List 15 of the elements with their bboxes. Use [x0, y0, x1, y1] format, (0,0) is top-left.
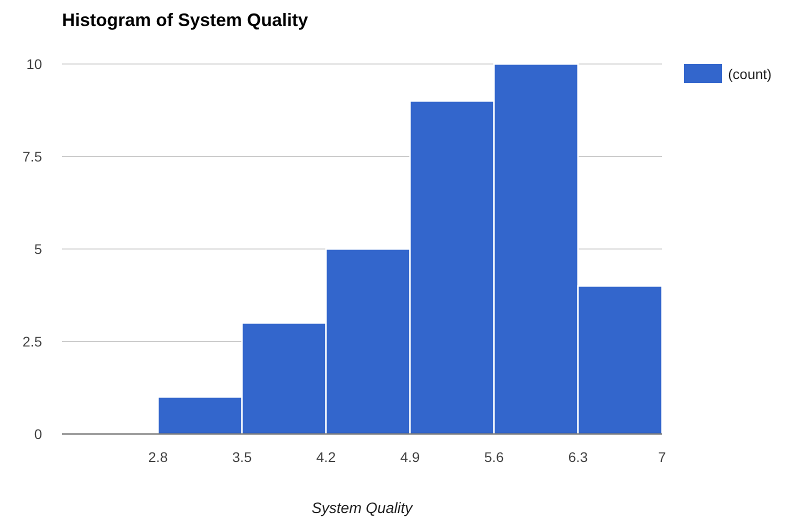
- y-tick-label: 10: [26, 56, 42, 72]
- x-tick-label: 7: [658, 449, 666, 465]
- x-tick-label: 3.5: [232, 449, 252, 465]
- y-tick-label: 0: [34, 426, 42, 442]
- y-tick-label: 5: [34, 240, 42, 257]
- chart-title: Histogram of System Quality: [62, 10, 308, 30]
- x-tick-label: 4.9: [400, 449, 420, 465]
- y-tick-label: 2.5: [22, 333, 42, 350]
- x-tick-label: 2.8: [148, 449, 168, 465]
- legend-label: (count): [728, 66, 772, 82]
- x-tick-label: 6.3: [568, 449, 588, 465]
- x-tick-label: 4.2: [316, 449, 336, 465]
- y-tick-label: 7.5: [22, 148, 42, 164]
- x-axis-title: System Quality: [312, 500, 414, 517]
- x-tick-label: 5.6: [484, 449, 504, 465]
